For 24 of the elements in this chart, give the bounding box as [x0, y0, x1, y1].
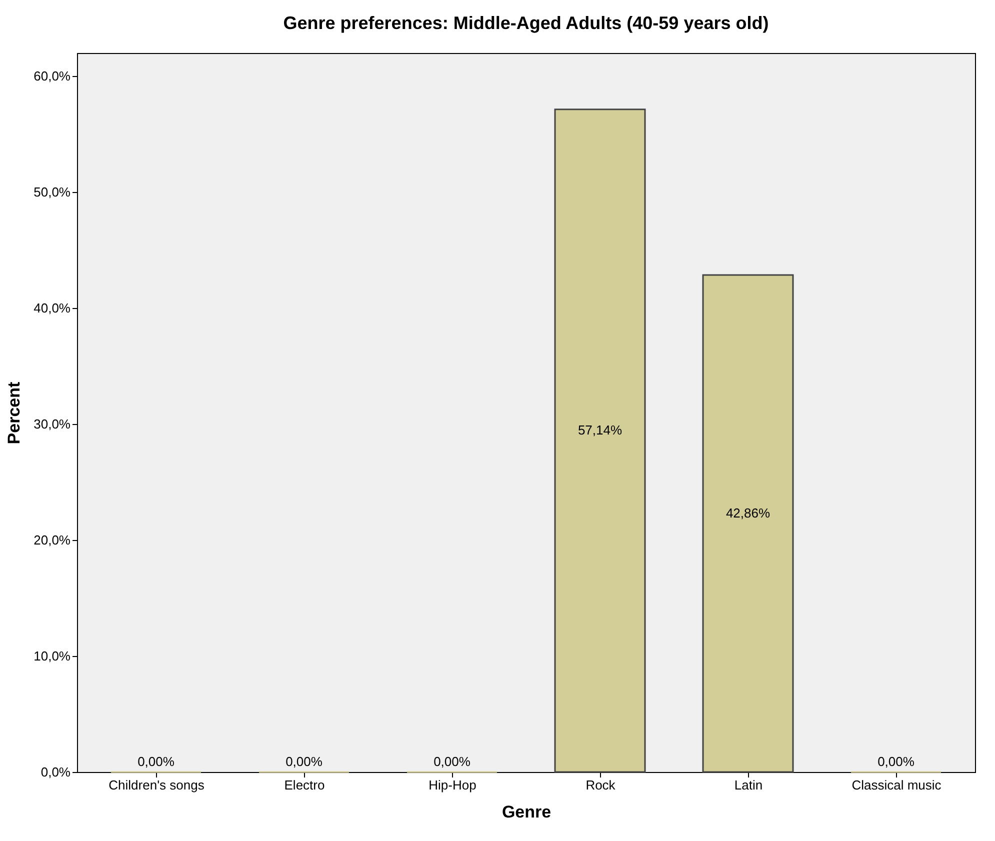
bar — [554, 108, 646, 773]
data-label: 0,00% — [878, 754, 915, 769]
chart-title: Genre preferences: Middle-Aged Adults (40-59 years old) — [283, 13, 769, 33]
y-tick-label: 50,0% — [34, 184, 71, 200]
y-tick-label: 60,0% — [34, 68, 71, 84]
data-label: 0,00% — [286, 754, 323, 769]
y-tick-label: 10,0% — [34, 648, 71, 664]
y-axis-title: Percent — [4, 381, 24, 444]
x-tick-label: Electro — [284, 778, 325, 792]
x-axis-title: Genre — [502, 802, 552, 822]
x-tick-label: Children's songs — [108, 778, 205, 792]
y-tick-label: 30,0% — [34, 416, 71, 432]
y-tick-label: 0,0% — [40, 764, 71, 780]
y-tick-label: 20,0% — [34, 532, 71, 548]
x-tick-label: Latin — [734, 778, 763, 792]
data-label: 57,14% — [578, 422, 622, 438]
x-tick-label: Hip-Hop — [428, 778, 476, 792]
y-tick-label: 40,0% — [34, 300, 71, 316]
data-label: 0,00% — [138, 754, 175, 769]
bar — [702, 274, 794, 773]
x-tick-label: Classical music — [852, 778, 942, 792]
data-label: 0,00% — [434, 754, 471, 769]
x-tick-label: Rock — [586, 778, 616, 792]
data-label: 42,86% — [726, 505, 770, 520]
